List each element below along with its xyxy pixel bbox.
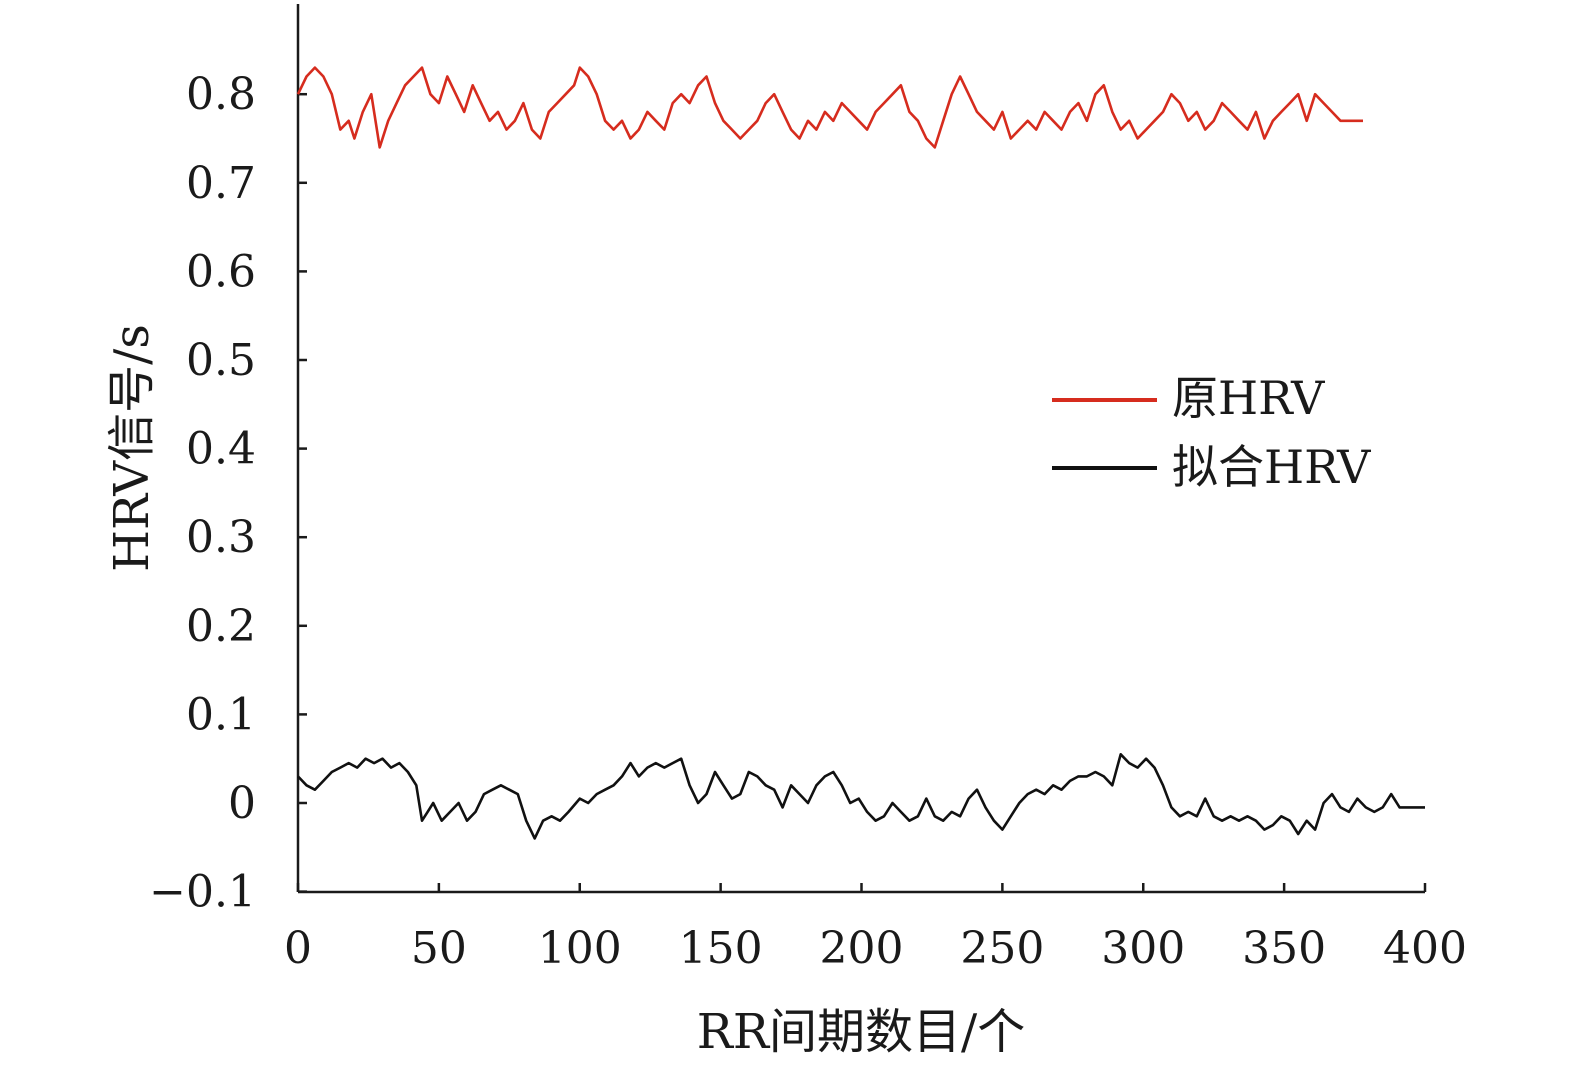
series-line-fitted-hrv: [297, 752, 1425, 840]
legend-label-original: 原HRV: [1172, 371, 1325, 425]
y-tick-label: 0.2: [186, 601, 256, 652]
x-tick-label: 200: [820, 923, 904, 974]
legend: 原HRV 拟合HRV: [1052, 371, 1371, 494]
series-lines: [296, 66, 1425, 840]
x-tick-label: 100: [538, 923, 622, 974]
y-tick-label: 0.7: [186, 158, 256, 209]
x-tick-label: 50: [411, 923, 467, 974]
x-tick-label: 400: [1383, 923, 1467, 974]
y-tick-label: 0.1: [186, 689, 256, 740]
y-tick-label: 0.8: [186, 69, 256, 120]
y-axis-title: HRV信号/s: [104, 324, 160, 572]
y-tick-label: 0.4: [186, 424, 256, 475]
x-axis-title: RR间期数目/个: [697, 1004, 1025, 1060]
series-line-original-hrv: [296, 66, 1363, 149]
x-ticks: 0 50 100 150 200 250 300 350 400: [284, 883, 1467, 974]
y-tick-label: −0.1: [149, 867, 256, 918]
x-tick-label: 250: [960, 923, 1044, 974]
x-tick-label: 0: [284, 923, 312, 974]
y-tick-label: 0.3: [186, 512, 256, 563]
y-ticks: −0.1 0 0.1 0.2 0.3 0.4 0.5 0.6 0.7 0.8: [149, 69, 307, 918]
y-tick-label: 0.6: [186, 246, 256, 297]
y-tick-label: 0.5: [186, 335, 256, 386]
legend-label-fitted: 拟合HRV: [1172, 440, 1371, 494]
y-tick-label: 0: [228, 778, 256, 829]
x-tick-label: 350: [1242, 923, 1326, 974]
x-tick-label: 300: [1101, 923, 1185, 974]
x-tick-label: 150: [679, 923, 763, 974]
